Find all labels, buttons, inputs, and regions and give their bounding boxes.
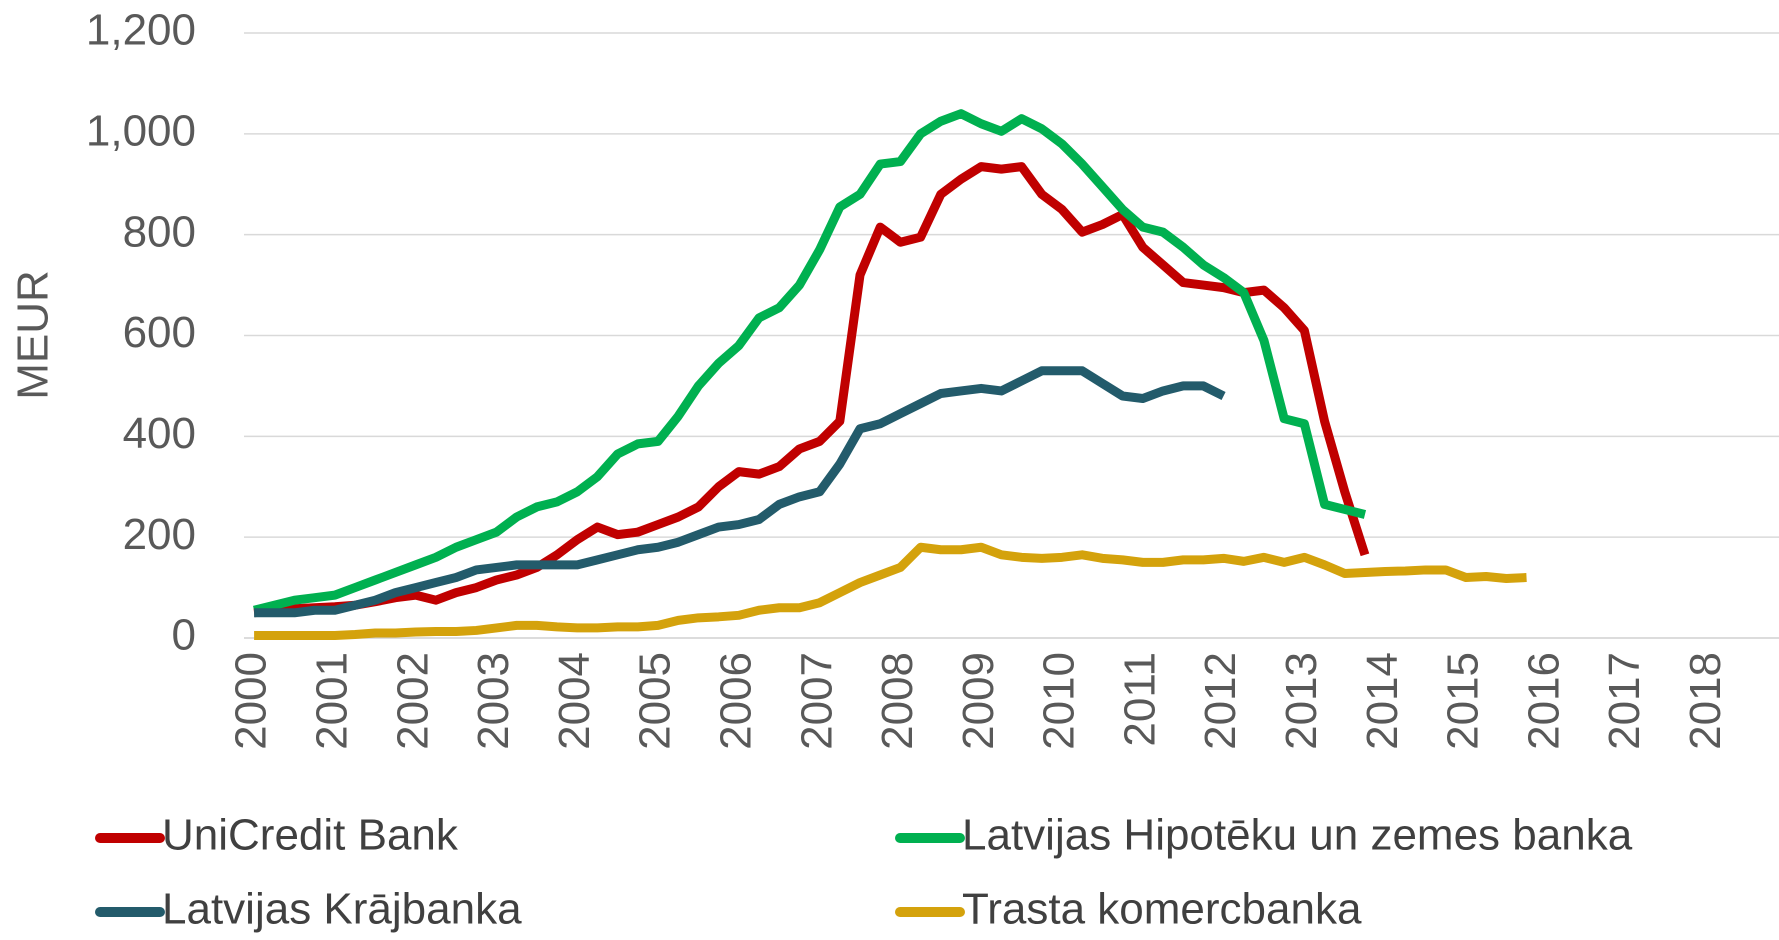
x-tick-label: 2013 bbox=[1277, 652, 1326, 750]
y-tick-label: 1,200 bbox=[86, 6, 196, 55]
x-tick-label: 2004 bbox=[550, 652, 599, 750]
legend-label: Latvijas Krājbanka bbox=[162, 885, 522, 934]
x-tick-label: 2010 bbox=[1035, 652, 1084, 750]
x-tick-label: 2017 bbox=[1600, 652, 1649, 750]
y-tick-label: 400 bbox=[123, 409, 196, 458]
x-tick-label: 2018 bbox=[1681, 652, 1730, 750]
x-tick-label: 2003 bbox=[469, 652, 518, 750]
legend-label: Trasta komercbanka bbox=[962, 885, 1362, 934]
series-line bbox=[254, 542, 1527, 640]
x-tick-label: 2014 bbox=[1358, 652, 1407, 750]
y-axis-label: MEUR bbox=[9, 270, 58, 400]
series-line bbox=[253, 109, 1367, 615]
x-tick-label: 2015 bbox=[1439, 652, 1488, 750]
x-tick-label: 2011 bbox=[1115, 652, 1164, 747]
y-tick-label: 600 bbox=[123, 308, 196, 357]
x-tick-label: 2016 bbox=[1519, 652, 1568, 750]
x-tick-label: 2007 bbox=[792, 652, 841, 750]
x-tick-label: 2008 bbox=[873, 652, 922, 750]
legend-label: Latvijas Hipotēku un zemes banka bbox=[962, 811, 1633, 860]
y-tick-label: 200 bbox=[123, 510, 196, 559]
x-tick-label: 2001 bbox=[308, 652, 357, 750]
legend-label: UniCredit Bank bbox=[162, 811, 459, 860]
x-tick-label: 2005 bbox=[631, 652, 680, 750]
y-tick-label: 800 bbox=[123, 207, 196, 256]
x-tick-label: 2009 bbox=[954, 652, 1003, 750]
series-line bbox=[253, 162, 1370, 618]
x-tick-label: 2002 bbox=[388, 652, 437, 750]
y-tick-label: 0 bbox=[172, 611, 196, 660]
series-line bbox=[254, 366, 1226, 618]
x-tick-label: 2006 bbox=[711, 652, 760, 750]
x-tick-label: 2012 bbox=[1196, 652, 1245, 750]
y-tick-label: 1,000 bbox=[86, 106, 196, 155]
x-tick-label: 2000 bbox=[227, 652, 276, 750]
